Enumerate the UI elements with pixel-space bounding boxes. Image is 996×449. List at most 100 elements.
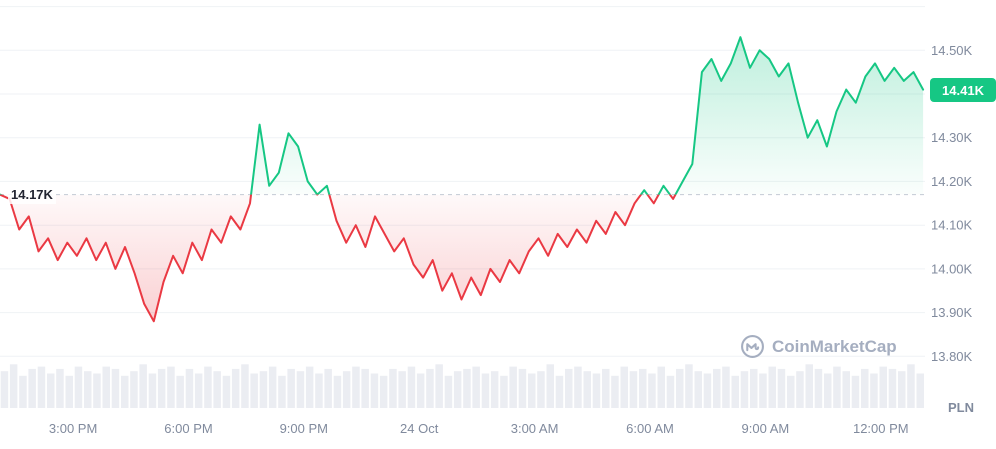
price-line-up	[0, 36, 925, 195]
y-axis-label: 14.10K	[931, 218, 973, 233]
volume-bar	[250, 373, 258, 408]
volume-bar	[342, 371, 351, 408]
y-axis-label: 14.00K	[931, 261, 973, 276]
volume-bar	[500, 375, 508, 408]
volume-bar	[768, 366, 776, 408]
volume-bar	[148, 373, 157, 408]
volume-bar	[9, 364, 18, 408]
volume-bar	[537, 371, 545, 408]
volume-bar	[74, 366, 83, 408]
volume-bar	[176, 375, 184, 408]
volume-bar	[93, 373, 101, 408]
x-axis-label: 6:00 AM	[626, 421, 674, 436]
volume-bar	[481, 373, 490, 408]
volume-bar	[555, 375, 564, 408]
x-axis-label: 9:00 AM	[742, 421, 790, 436]
volume-bar	[167, 366, 175, 408]
volume-bar	[824, 373, 832, 408]
volume-bar	[333, 375, 342, 408]
volume-bar	[130, 371, 138, 408]
volume-bar	[713, 368, 721, 408]
volume-bar	[472, 366, 480, 408]
price-area-down	[0, 194, 676, 322]
volume-bar	[389, 368, 397, 408]
y-axis-label: 14.20K	[931, 174, 973, 189]
volume-bar	[278, 375, 286, 408]
volume-bar	[666, 375, 675, 408]
volume-bar	[259, 371, 268, 408]
y-axis-label: 14.30K	[931, 130, 973, 145]
volume-bar	[222, 375, 231, 408]
volume-bar	[370, 373, 379, 408]
volume-bar	[111, 368, 120, 408]
coinmarketcap-logo-icon	[741, 335, 764, 358]
volume-bar	[796, 371, 804, 408]
volume-bar	[731, 375, 739, 408]
current-price-badge: 14.41K	[930, 78, 996, 102]
y-axis-label: 14.50K	[931, 43, 973, 58]
volume-bar	[296, 371, 305, 408]
volume-bar	[268, 366, 277, 408]
volume-bar	[47, 373, 55, 408]
volume-bar	[444, 375, 453, 408]
volume-bar	[0, 371, 9, 408]
price-area-up	[0, 37, 924, 195]
volume-bar	[639, 368, 647, 408]
volume-bar	[685, 364, 693, 408]
volume-bar	[407, 366, 416, 408]
volume-bar	[546, 364, 554, 408]
volume-bar	[139, 364, 147, 408]
volume-bar	[833, 366, 841, 408]
volume-bar	[851, 375, 860, 408]
volume-bar	[28, 368, 36, 408]
volume-bar	[842, 371, 850, 408]
volume-bar	[750, 368, 758, 408]
volume-bar	[490, 371, 499, 408]
volume-bar	[907, 364, 915, 408]
baseline-price-label: 14.17K	[8, 186, 56, 204]
volume-bar	[888, 368, 897, 408]
x-axis-label: 12:00 PM	[853, 421, 909, 436]
volume-bar	[602, 368, 610, 408]
volume-bar	[611, 375, 619, 408]
volume-bar	[379, 375, 388, 408]
volume-bar	[565, 368, 573, 408]
volume-bar	[37, 366, 46, 408]
volume-bar	[528, 373, 536, 408]
volume-bar	[65, 375, 73, 408]
volume-bar	[194, 373, 203, 408]
volume-bar	[898, 371, 906, 408]
volume-bar	[777, 368, 786, 408]
volume-bar	[121, 375, 129, 408]
volume-bar	[676, 368, 684, 408]
volume-bar	[84, 371, 92, 408]
y-axis-label: 13.90K	[931, 305, 973, 320]
volume-bar	[315, 373, 323, 408]
x-axis-label: 6:00 PM	[164, 421, 212, 436]
volume-bar	[287, 368, 295, 408]
x-axis-label: 9:00 PM	[280, 421, 328, 436]
volume-bar	[241, 364, 249, 408]
volume-bar	[352, 366, 360, 408]
volume-bar	[518, 368, 527, 408]
volume-bar	[398, 371, 406, 408]
volume-bar	[583, 371, 591, 408]
currency-label: PLN	[948, 400, 974, 415]
volume-bar	[629, 371, 638, 408]
volume-bar	[56, 368, 64, 408]
volume-bar	[102, 366, 110, 408]
volume-bar	[463, 368, 471, 408]
volume-bar	[426, 368, 434, 408]
volume-bar	[204, 366, 212, 408]
volume-bar	[787, 375, 795, 408]
volume-bar	[213, 371, 221, 408]
volume-bar	[870, 373, 878, 408]
coinmarketcap-watermark: CoinMarketCap	[740, 334, 897, 359]
volume-bar	[324, 368, 332, 408]
watermark-label: CoinMarketCap	[772, 336, 897, 356]
volume-bar	[805, 364, 813, 408]
volume-bar	[361, 368, 369, 408]
volume-bar	[574, 366, 582, 408]
